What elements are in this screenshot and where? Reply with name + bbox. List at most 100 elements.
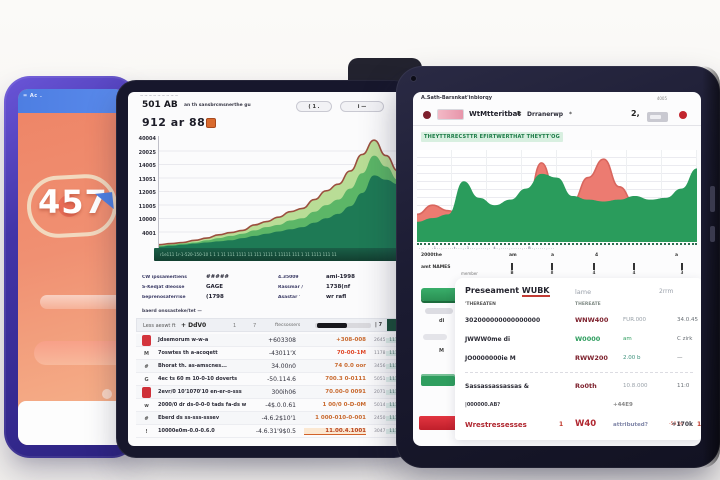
card-row-value: Ro0th: [575, 382, 597, 390]
card-row-extra: 34.0.45: [677, 317, 698, 323]
row-extra: 111: [386, 403, 401, 408]
card-row-name: Sassassassassas &: [465, 383, 530, 390]
y-tick-label: 20025: [138, 149, 156, 156]
table-header: Less aeswt ft + DdV0 1 7 ftecsossers | 7: [136, 318, 402, 332]
toggle-control-1[interactable]: ( 1 .: [296, 101, 332, 112]
row-extra: 111: [386, 429, 401, 434]
y-axis-ticks: 40004 20025 14005 13051 12005 11005 10000 4001: [130, 136, 156, 244]
stat-value: ami-1998: [326, 274, 355, 280]
y-tick-label: 12005: [138, 190, 156, 196]
row-icon: [142, 335, 151, 346]
volume-button: [710, 186, 715, 212]
section-title: 912 ar 888: [142, 116, 214, 129]
row-name: 2evr/0 10'1070'10 en-er-o-sss: [158, 389, 242, 395]
card-row[interactable]: 302000000000000000 WNW400 FUR.000 34.0.4…: [465, 312, 698, 331]
stat-label: Asastar ': [278, 294, 301, 300]
tick-bar: [551, 263, 553, 270]
row-count: 2071: [374, 390, 386, 395]
row-extra: 111: [386, 416, 401, 421]
tick-text: 4: [592, 270, 596, 275]
rail-placeholder-pill: [425, 308, 453, 314]
table-row[interactable]: w 2000/0 dr ds-0-0-0 tads fa-ds w -4$.0.…: [136, 399, 402, 412]
toggle-control-2[interactable]: i —: [340, 101, 384, 112]
y-tick-label: 40004: [138, 136, 156, 142]
tick-text: B: [510, 270, 514, 275]
growth-chart-block: 40004 20025 14005 13051 12005 11005 10000 4001 …: [128, 136, 402, 264]
alert-note: attributed?: [613, 422, 648, 428]
table-row[interactable]: Jdsemorum w-w-a +603308 +308-008 2645 11…: [136, 334, 402, 347]
card-row[interactable]: JO0000000ie M RWW200 2.00 b —: [465, 350, 693, 369]
green-action-button[interactable]: [421, 374, 455, 386]
stat-value: GAGE: [206, 284, 224, 290]
row-count: 2450: [374, 416, 386, 421]
row-change: 70.00-0 0091: [325, 389, 366, 395]
table-row[interactable]: M 7oswtes th a-acoqett -43011'X 70-00-1M…: [136, 347, 402, 360]
range-slider[interactable]: [315, 323, 371, 328]
left-statusbar: = Ac .: [18, 89, 125, 113]
camera-icon: [410, 75, 417, 82]
row-count: 2645: [374, 338, 386, 343]
dual-area-chart: [417, 158, 697, 242]
card-row-value: W0000: [575, 335, 601, 343]
app-subtitle: an th sansbrcmsnerthe gu: [184, 103, 251, 108]
axis-row2-label: amt NAMES: [421, 265, 451, 270]
table-row[interactable]: G 4ec ts 60 m 10-0-10 doverts -50.114.6 …: [136, 373, 402, 386]
table-row[interactable]: # Eberd ds ss-sss-sssev -4.6.2$10'1 1 00…: [136, 412, 402, 425]
rail-icon-1[interactable]: di: [439, 318, 445, 324]
toolbar-gear-icon[interactable]: *: [569, 111, 572, 118]
table-header-col4: 7: [253, 323, 257, 329]
tick-text: 4: [632, 270, 636, 275]
pink-badge[interactable]: [437, 109, 464, 120]
tick-bar: [511, 263, 513, 270]
card-sublabel-left: 'THEREATEN: [465, 302, 496, 307]
rail-icon-2[interactable]: M: [439, 348, 444, 354]
buy-button[interactable]: [421, 288, 461, 301]
table-row[interactable]: # Bhorat th. as-amscnes... 34.00n0 74 0.…: [136, 360, 402, 373]
axis-marker: 3: [677, 263, 687, 275]
toolbar-menu[interactable]: Drranerwp: [527, 111, 564, 118]
alert-flag2: 1: [697, 421, 701, 428]
row-icon: w: [144, 402, 149, 409]
card-row[interactable]: Sassassassassas & Ro0th 10.8.000 11:0: [465, 378, 693, 397]
card-row[interactable]: JWWW0me di W0000 am C zirk: [465, 331, 693, 350]
printer-icon[interactable]: [647, 112, 668, 122]
row-count: 5014: [374, 403, 386, 408]
card-col2-header: lame: [575, 288, 592, 296]
asset-table: Jdsemorum w-w-a +603308 +308-008 2645 11…: [136, 334, 402, 438]
rail-placeholder-pill: [423, 334, 447, 340]
toolbar-title: WtMtteritbat: [469, 110, 521, 118]
row-value: -43011'X: [268, 350, 296, 357]
table-row[interactable]: 2evr/0 10'1070'10 en-er-o-sss 300ih06 70…: [136, 386, 402, 399]
details-link[interactable]: baerd onssasteke/tet —: [142, 309, 202, 314]
table-row[interactable]: ! 10000e0m-0.0-0.6.0 -4.6.31'9$0.5 11.00…: [136, 425, 402, 438]
stat-row: CW ipssameitiens #####: [142, 272, 262, 282]
card-row-name: 302000000000000000: [465, 317, 541, 324]
y-tick-label: 10000: [138, 217, 156, 223]
stat-label: Rassmar /: [278, 284, 304, 290]
slider-handle[interactable]: [317, 323, 347, 328]
x-axis-labels-row2: amt NAMES B 8 4 4 3: [417, 263, 697, 275]
middle-tablet: ~~~~~~~~~ 501 AB an th sansbrcmsnerthe g…: [116, 80, 414, 458]
card-row-extra: —: [677, 355, 683, 361]
row-value: +603308: [268, 337, 296, 344]
stat-value: 1738(nf: [326, 284, 351, 290]
sell-button[interactable]: [419, 416, 459, 430]
row-change: 700.3 0-0111: [325, 376, 366, 382]
axis-marker: 4: [629, 263, 639, 275]
hero-dot-accent: [58, 195, 80, 217]
x-axis-labels-row1: 2000the am a 4 a: [417, 253, 697, 261]
right-topbar-value: 4005: [656, 96, 667, 101]
power-button: [710, 226, 715, 242]
refresh-icon[interactable]: 2,: [631, 109, 640, 118]
row-name: Eberd ds ss-sss-sssev: [158, 415, 220, 421]
stat-value: wr rafl: [326, 294, 347, 300]
row-name: Jdsemorum w-w-a: [158, 337, 209, 343]
axis-marker: B: [507, 263, 517, 275]
stat-label: S-Kedjat dleosse: [142, 284, 185, 290]
row-change: 1 000-010-0-001: [315, 415, 366, 421]
card-alert-row[interactable]: Wrestressesses 1 W40 attributed? -50.00 …: [465, 416, 701, 436]
x-tick-label: a: [551, 253, 555, 258]
stat-value: (1798: [206, 294, 224, 300]
tick-bar: [681, 263, 683, 270]
